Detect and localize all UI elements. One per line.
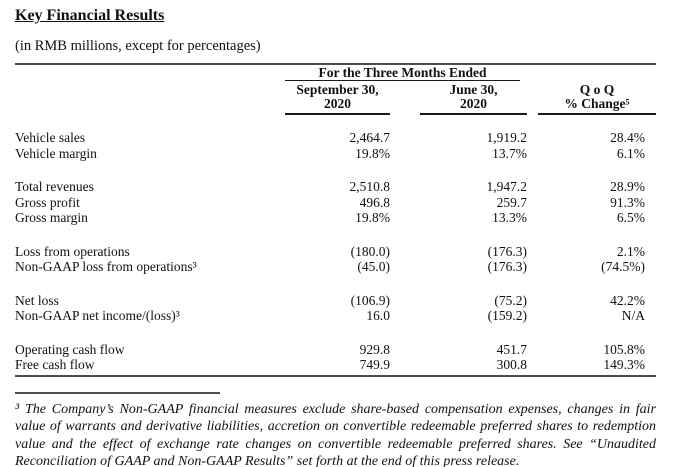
value-jun30-2020: 13.7% bbox=[492, 145, 527, 161]
value-jun30-2020: 259.7 bbox=[496, 194, 527, 210]
value-qoq-change: 28.4% bbox=[610, 130, 645, 145]
value-qoq-change: 42.2% bbox=[610, 292, 645, 308]
table-bottom-rule bbox=[15, 374, 656, 377]
value-sep30-2020: 496.8 bbox=[359, 194, 390, 210]
table-row: Total revenues 2,510.8 1,947.2 28.9% bbox=[15, 179, 656, 195]
value-jun30-2020: 451.7 bbox=[496, 341, 527, 357]
footnote-non-gaap: ³ The Company’s Non-GAAP financial measu… bbox=[15, 401, 656, 467]
row-label: Free cash flow bbox=[15, 357, 95, 372]
value-jun30-2020: 1,919.2 bbox=[486, 130, 528, 145]
row-label: Non-GAAP loss from operations³ bbox=[15, 259, 197, 274]
value-qoq-change: 28.9% bbox=[610, 179, 645, 194]
table-row: Gross margin 19.8% 13.3% 6.5% bbox=[15, 210, 656, 226]
value-qoq-change: (74.5%) bbox=[601, 259, 645, 274]
table-row: Net loss (106.9) (75.2) 42.2% bbox=[15, 293, 656, 309]
value-jun30-2020: (159.2) bbox=[487, 308, 527, 323]
row-label: Gross margin bbox=[15, 210, 88, 225]
col-header-line2: % Change⁵ bbox=[564, 96, 630, 111]
value-qoq-change: 2.1% bbox=[616, 243, 645, 259]
table-row: Gross profit 496.8 259.7 91.3% bbox=[15, 195, 656, 211]
column-gap bbox=[527, 82, 538, 115]
table-row: Non-GAAP net income/(loss)³ 16.0 (159.2)… bbox=[15, 308, 656, 324]
value-qoq-change: 105.8% bbox=[603, 341, 645, 357]
table-row: Vehicle margin 19.8% 13.7% 6.1% bbox=[15, 146, 656, 162]
row-label: Loss from operations bbox=[15, 243, 130, 259]
value-sep30-2020: 2,510.8 bbox=[349, 179, 391, 194]
row-label: Net loss bbox=[15, 292, 59, 308]
row-label: Non-GAAP net income/(loss)³ bbox=[15, 308, 180, 323]
row-label: Operating cash flow bbox=[15, 341, 125, 357]
footnote-separator-rule bbox=[15, 391, 220, 394]
value-qoq-change: 6.5% bbox=[616, 210, 645, 225]
value-jun30-2020: (176.3) bbox=[487, 259, 527, 274]
value-sep30-2020: 749.9 bbox=[359, 357, 390, 372]
span-header-spacer bbox=[15, 66, 285, 81]
value-sep30-2020: 929.8 bbox=[359, 341, 390, 357]
table-row: Vehicle sales 2,464.7 1,919.2 28.4% bbox=[15, 130, 656, 146]
value-sep30-2020: (180.0) bbox=[350, 243, 390, 259]
row-group-revenue: Total revenues 2,510.8 1,947.2 28.9% Gro… bbox=[15, 179, 656, 226]
row-label: Vehicle sales bbox=[15, 130, 86, 145]
col-header-sep30-2020: September 30, 2020 bbox=[285, 82, 390, 115]
value-sep30-2020: (106.9) bbox=[350, 292, 390, 308]
col-header-line2: 2020 bbox=[324, 96, 351, 111]
row-group-operations: Loss from operations (180.0) (176.3) 2.1… bbox=[15, 244, 656, 275]
row-group-cash-flow: Operating cash flow 929.8 451.7 105.8% F… bbox=[15, 342, 656, 373]
value-sep30-2020: (45.0) bbox=[357, 259, 390, 274]
value-jun30-2020: 1,947.2 bbox=[486, 179, 528, 194]
value-jun30-2020: 300.8 bbox=[496, 357, 527, 372]
units-note: (in RMB millions, except for percentages… bbox=[15, 38, 261, 54]
value-qoq-change: 149.3% bbox=[603, 357, 645, 372]
column-header-spacer bbox=[15, 82, 285, 115]
table-column-header-row: September 30, 2020 June 30, 2020 Q o Q %… bbox=[15, 82, 656, 115]
table-span-header-row: For the Three Months Ended bbox=[15, 66, 656, 81]
title-wrap: Key Financial Results bbox=[15, 6, 656, 25]
col-header-line2: 2020 bbox=[460, 96, 487, 111]
value-jun30-2020: 13.3% bbox=[492, 210, 527, 225]
row-label: Vehicle margin bbox=[15, 145, 97, 161]
table-row: Free cash flow 749.9 300.8 149.3% bbox=[15, 357, 656, 373]
value-jun30-2020: (176.3) bbox=[487, 243, 527, 259]
value-sep30-2020: 19.8% bbox=[355, 145, 390, 161]
value-sep30-2020: 16.0 bbox=[366, 308, 390, 323]
col-header-qoq-change: Q o Q % Change⁵ bbox=[538, 82, 656, 115]
table-top-rule bbox=[15, 63, 656, 65]
value-qoq-change: 91.3% bbox=[610, 194, 645, 210]
table-row: Operating cash flow 929.8 451.7 105.8% bbox=[15, 342, 656, 358]
col-group-header-three-months-ended: For the Three Months Ended bbox=[285, 66, 520, 81]
table-body: Vehicle sales 2,464.7 1,919.2 28.4% Vehi… bbox=[15, 115, 656, 373]
value-sep30-2020: 2,464.7 bbox=[349, 130, 391, 145]
row-label: Gross profit bbox=[15, 194, 80, 210]
col-header-line1: Q o Q bbox=[579, 82, 615, 97]
page-title: Key Financial Results bbox=[15, 7, 165, 24]
col-header-line1: June 30, bbox=[449, 82, 498, 97]
column-gap bbox=[390, 82, 420, 115]
col-header-line1: September 30, bbox=[296, 82, 379, 97]
value-sep30-2020: 19.8% bbox=[355, 210, 390, 225]
table-row: Non-GAAP loss from operations³ (45.0) (1… bbox=[15, 259, 656, 275]
col-header-jun30-2020: June 30, 2020 bbox=[420, 82, 527, 115]
row-label: Total revenues bbox=[15, 179, 94, 194]
value-jun30-2020: (75.2) bbox=[494, 292, 527, 308]
value-qoq-change: 6.1% bbox=[616, 145, 645, 161]
table-row: Loss from operations (180.0) (176.3) 2.1… bbox=[15, 244, 656, 260]
row-group-net-loss: Net loss (106.9) (75.2) 42.2% Non-GAAP n… bbox=[15, 293, 656, 324]
row-group-vehicle: Vehicle sales 2,464.7 1,919.2 28.4% Vehi… bbox=[15, 130, 656, 161]
value-qoq-change: N/A bbox=[621, 308, 645, 323]
